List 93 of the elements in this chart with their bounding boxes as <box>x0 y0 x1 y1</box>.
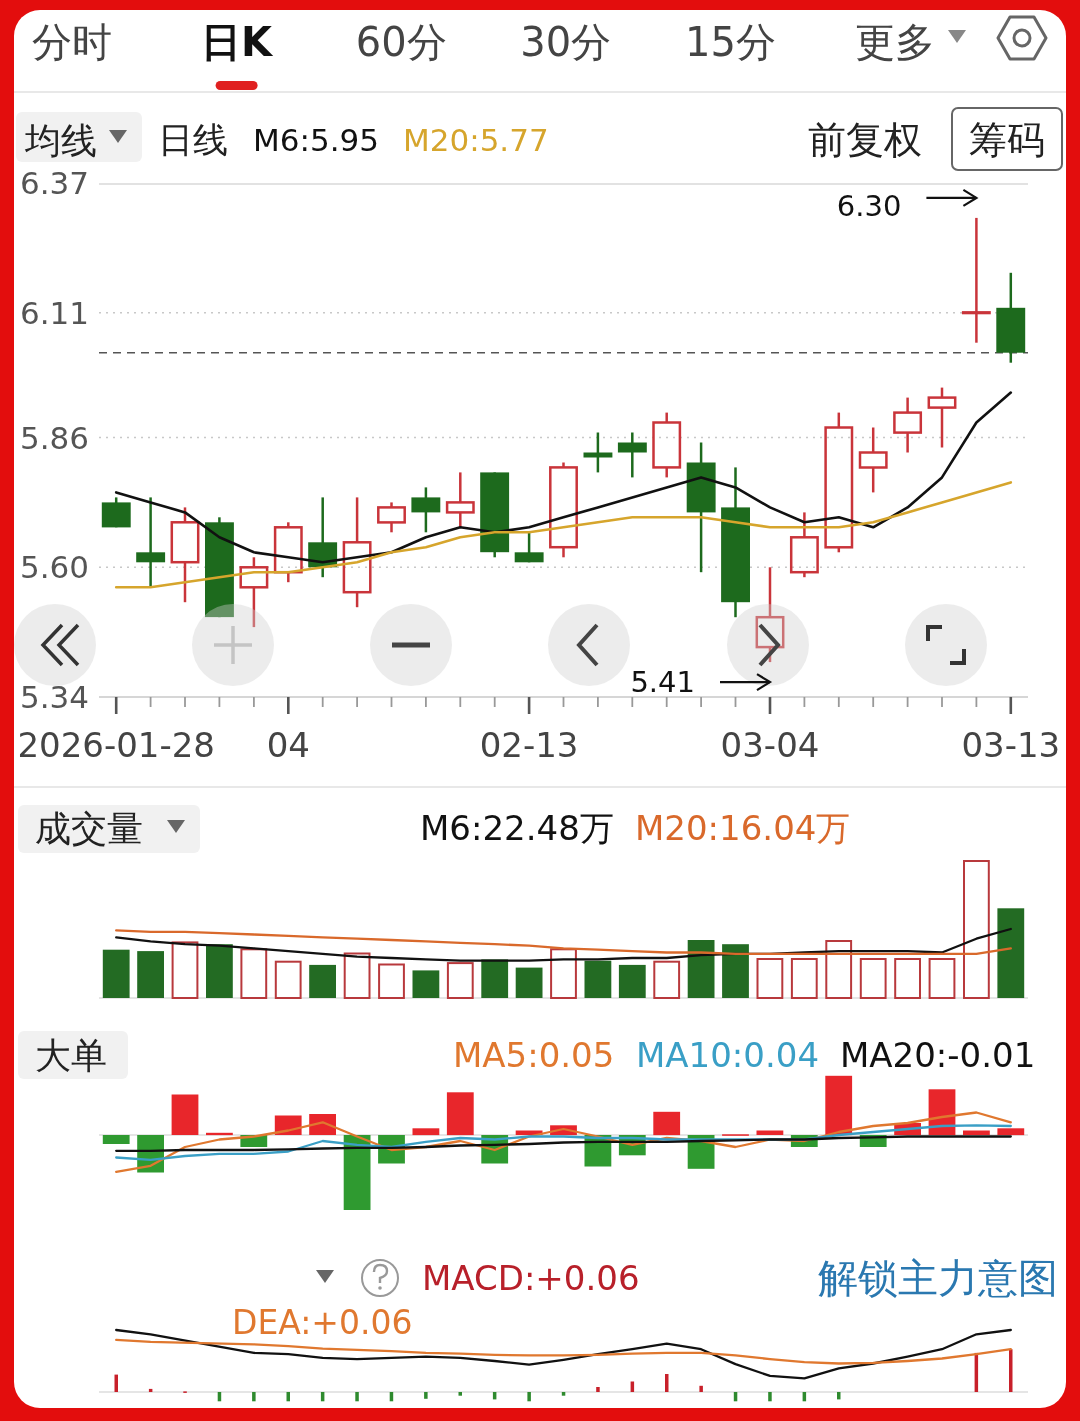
bar <box>825 1075 853 1136</box>
bar <box>561 1392 566 1396</box>
chart-title: 日线 <box>158 120 228 160</box>
bar <box>665 1374 669 1392</box>
bar <box>412 970 440 998</box>
candlestick <box>377 501 406 534</box>
candlestick <box>789 511 819 579</box>
bar <box>527 1392 531 1402</box>
bar <box>722 944 749 998</box>
bar <box>252 1392 256 1402</box>
series-label: MA20:-0.01 <box>840 1035 1036 1075</box>
text: 日K <box>201 19 275 65</box>
bar <box>206 944 233 998</box>
bar <box>171 941 199 999</box>
bar <box>343 952 371 999</box>
text: 30分 <box>520 19 612 65</box>
text: M20:5.77 <box>403 122 549 158</box>
bar <box>894 958 921 999</box>
x-tick-label: 2026-01-28 <box>17 725 215 765</box>
bar <box>928 958 956 999</box>
y-tick-label: 5.86 <box>20 419 90 456</box>
bar <box>768 1392 772 1402</box>
series-label: DEA:+0.06 <box>232 1302 413 1342</box>
bar <box>343 1135 371 1210</box>
y-tick-label: 5.34 <box>20 679 90 715</box>
text: 更多 <box>855 19 935 65</box>
candlestick <box>445 471 475 529</box>
bar <box>309 964 336 998</box>
text: M6:5.95 <box>253 122 379 158</box>
bar <box>102 949 130 998</box>
bar <box>997 908 1025 998</box>
bar <box>412 1128 440 1136</box>
bar <box>699 1385 703 1392</box>
text: MACD:+0.06 <box>422 1258 640 1298</box>
text: 分时 <box>32 19 112 65</box>
candlestick <box>858 426 888 494</box>
text: M20:16.04万 <box>635 808 851 848</box>
candlestick <box>136 496 166 589</box>
annotation: 6.30 <box>836 188 902 223</box>
x-tick-label: 02-13 <box>479 725 579 765</box>
bar <box>584 960 612 998</box>
bar <box>790 958 818 999</box>
x-tick-label: 04 <box>266 725 310 765</box>
candlestick <box>893 396 923 454</box>
text: M6:22.48万 <box>420 808 614 848</box>
bar <box>756 958 784 999</box>
bar <box>378 963 405 999</box>
bar <box>171 1094 199 1135</box>
candlestick <box>617 431 647 479</box>
text: 解锁主力意图 <box>818 1255 1058 1301</box>
chart-title: 大单 <box>35 1034 107 1076</box>
bar <box>596 1387 600 1392</box>
bar <box>837 1392 841 1400</box>
y-tick-label: 6.37 <box>20 165 90 201</box>
x-tick-label: 03-04 <box>720 725 820 765</box>
y-tick-label: 5.60 <box>20 549 90 586</box>
chart-title: 成交量 <box>35 807 143 849</box>
text: 前复权 <box>808 118 922 162</box>
bar <box>481 959 509 998</box>
line-series <box>114 481 1013 589</box>
bar <box>240 948 268 999</box>
bar <box>458 1392 462 1396</box>
candlestick <box>960 216 991 344</box>
bar <box>446 962 474 999</box>
series-label: MA10:0.04 <box>636 1035 820 1075</box>
bar <box>653 960 681 999</box>
bar <box>653 1111 681 1136</box>
text: 均线 <box>24 119 97 161</box>
bar <box>1009 1349 1013 1392</box>
bar <box>446 1092 474 1136</box>
text: 筹码 <box>969 118 1045 162</box>
bar <box>355 1392 359 1402</box>
candlestick <box>583 431 613 474</box>
series-label: MA5:0.05 <box>453 1035 615 1075</box>
bar <box>137 951 164 998</box>
bar <box>424 1392 428 1399</box>
text: 15分 <box>684 19 776 65</box>
bar <box>618 964 646 998</box>
bar <box>997 1128 1025 1136</box>
bar <box>515 967 543 998</box>
bar <box>102 1135 130 1144</box>
x-tick-label: 03-13 <box>961 725 1061 765</box>
bar <box>963 860 990 999</box>
bar <box>274 960 302 999</box>
bar <box>825 940 853 999</box>
bar <box>687 940 715 998</box>
annotation: 5.41 <box>630 665 695 700</box>
text: 60分 <box>355 19 447 65</box>
y-tick-label: 6.11 <box>20 294 90 331</box>
candlestick <box>652 411 682 479</box>
line-series <box>114 391 1013 564</box>
bar <box>550 948 577 999</box>
bar <box>859 958 887 999</box>
